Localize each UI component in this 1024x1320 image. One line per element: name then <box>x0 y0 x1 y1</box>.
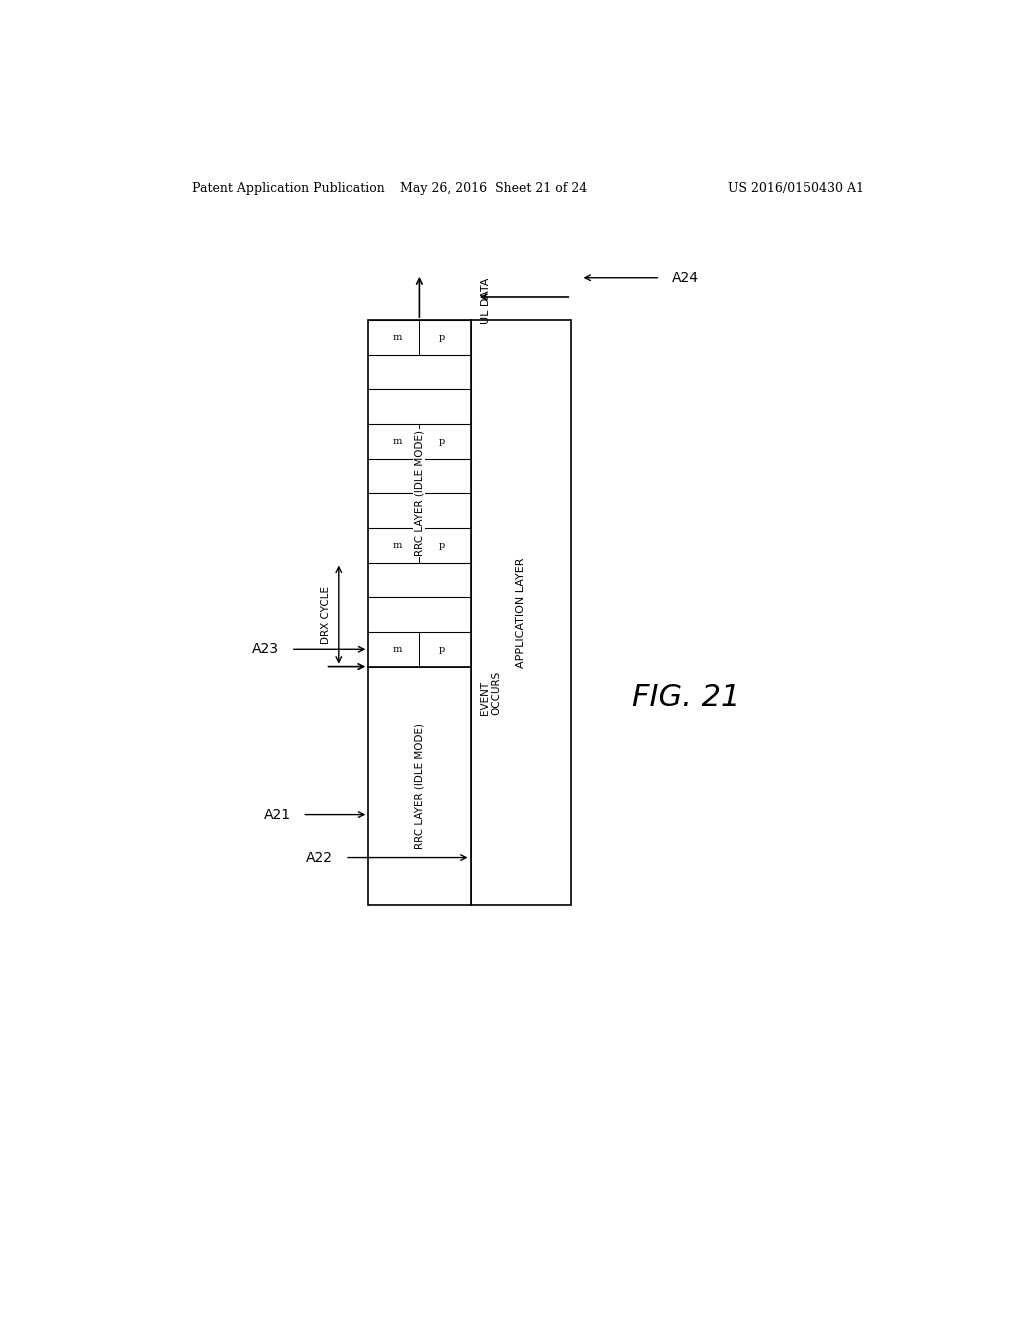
Text: m: m <box>392 644 401 653</box>
Text: A21: A21 <box>263 808 291 821</box>
Text: p: p <box>438 644 445 653</box>
Text: A24: A24 <box>672 271 699 285</box>
Text: A22: A22 <box>306 850 334 865</box>
Text: FIG. 21: FIG. 21 <box>632 682 740 711</box>
Text: p: p <box>438 437 445 446</box>
Text: RRC LAYER (IDLE MODE): RRC LAYER (IDLE MODE) <box>415 430 424 556</box>
Text: EVENT
OCCURS: EVENT OCCURS <box>480 671 502 714</box>
Text: RRC LAYER (IDLE MODE): RRC LAYER (IDLE MODE) <box>415 723 424 849</box>
Text: US 2016/0150430 A1: US 2016/0150430 A1 <box>728 182 864 194</box>
Text: APPLICATION LAYER: APPLICATION LAYER <box>516 557 526 668</box>
Text: A23: A23 <box>252 643 280 656</box>
Text: m: m <box>392 333 401 342</box>
Bar <box>369 667 471 906</box>
Text: m: m <box>392 541 401 550</box>
Bar <box>471 321 571 906</box>
Text: DRX CYCLE: DRX CYCLE <box>321 586 331 644</box>
Bar <box>369 321 471 667</box>
Text: p: p <box>438 541 445 550</box>
Text: May 26, 2016  Sheet 21 of 24: May 26, 2016 Sheet 21 of 24 <box>400 182 588 194</box>
Text: p: p <box>438 333 445 342</box>
Text: Patent Application Publication: Patent Application Publication <box>191 182 384 194</box>
Text: m: m <box>392 437 401 446</box>
Text: UL DATA: UL DATA <box>480 277 490 325</box>
